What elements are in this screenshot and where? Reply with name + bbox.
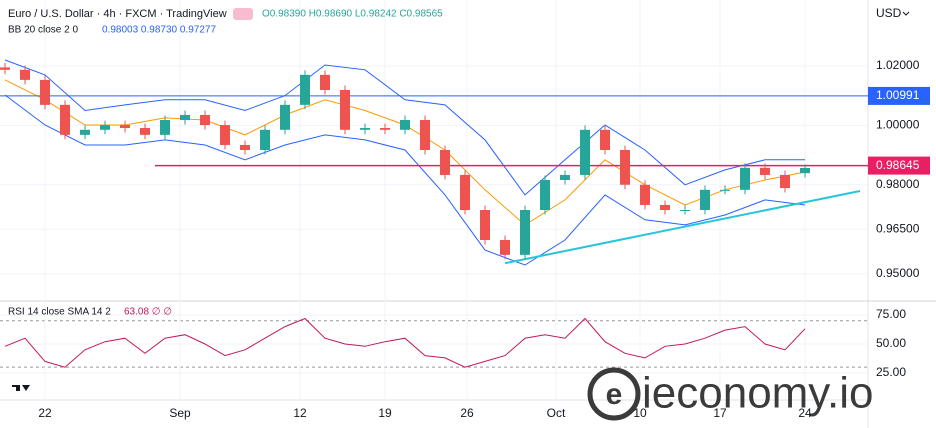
candle-body bbox=[680, 210, 690, 211]
y-tick-label: 0.96500 bbox=[876, 221, 920, 235]
indicator-name: BB 20 close 2 0 bbox=[8, 25, 78, 36]
candle-body bbox=[40, 79, 50, 105]
candle-body bbox=[320, 74, 330, 90]
candle-body bbox=[260, 129, 270, 150]
candle-body bbox=[180, 114, 190, 120]
currency-chevron bbox=[902, 11, 910, 16]
candle-body bbox=[0, 67, 10, 70]
y-tick-label: 50.00 bbox=[876, 336, 906, 350]
y-tick-label: 25.00 bbox=[876, 365, 906, 379]
indicator-values: 0.98003 0.98730 0.97277 bbox=[102, 25, 216, 36]
candle-body bbox=[340, 90, 350, 130]
candle-body bbox=[800, 167, 810, 174]
candle-body bbox=[500, 240, 510, 255]
candle-body bbox=[300, 74, 310, 105]
candle-body bbox=[580, 129, 590, 175]
rsi-title: RSI 14 close SMA 14 2 bbox=[8, 307, 111, 318]
watermark: ieconomy.io bbox=[642, 369, 874, 418]
x-tick-label: 17 bbox=[713, 406, 727, 420]
candle-body bbox=[160, 120, 170, 135]
ohlc-legend: O0.98390 H0.98690 L0.98242 C0.98565 bbox=[262, 9, 443, 20]
x-tick-label: 26 bbox=[460, 406, 474, 420]
bollinger-line bbox=[4, 94, 806, 266]
watermark-logo-letter: e bbox=[606, 378, 623, 411]
candle-body bbox=[600, 129, 610, 150]
y-tick-label: 1.00000 bbox=[876, 118, 920, 132]
x-tick-label: 24 bbox=[798, 406, 812, 420]
y-tick-label: 0.95000 bbox=[876, 266, 920, 280]
plot-area bbox=[0, 0, 868, 400]
candle-body bbox=[780, 174, 790, 189]
candle-body bbox=[640, 184, 650, 205]
currency[interactable]: USD bbox=[876, 6, 902, 20]
watermark-group: e ieconomy.io bbox=[587, 367, 874, 421]
x-tick-label: Oct bbox=[547, 406, 566, 420]
rsi-line bbox=[4, 317, 806, 368]
x-tick-label: 19 bbox=[378, 406, 392, 420]
candle-body bbox=[400, 120, 410, 130]
x-tick-label: 22 bbox=[38, 406, 52, 420]
y-tick-label: 0.98000 bbox=[876, 177, 920, 191]
candle-body bbox=[740, 167, 750, 190]
rsi-value: 63.08 ∅ ∅ bbox=[124, 307, 172, 318]
candle-body bbox=[140, 128, 150, 135]
chart-title: Euro / U.S. Dollar · 4h · FXCM · Trading… bbox=[8, 8, 227, 20]
flag-icon bbox=[233, 8, 253, 20]
candle-body bbox=[620, 150, 630, 185]
x-tick-label: 12 bbox=[293, 406, 307, 420]
watermark-logo bbox=[587, 367, 641, 421]
candle-body bbox=[220, 125, 230, 145]
candle-body bbox=[440, 150, 450, 175]
candle-body bbox=[760, 167, 770, 175]
trendline bbox=[504, 190, 861, 265]
candle-body bbox=[60, 104, 70, 135]
candle-body bbox=[360, 128, 370, 130]
y-tick-label: 1.02000 bbox=[876, 58, 920, 72]
tv-logo bbox=[12, 385, 30, 391]
candle-body bbox=[480, 210, 490, 240]
candle-body bbox=[460, 174, 470, 210]
candle-body bbox=[540, 180, 550, 210]
level-label: 1.00991 bbox=[876, 88, 920, 102]
level-label: 0.98645 bbox=[876, 158, 920, 172]
candle-body bbox=[100, 125, 110, 130]
level-label-box bbox=[868, 156, 930, 175]
candle-body bbox=[80, 129, 90, 135]
candle-body bbox=[20, 69, 30, 80]
candle-body bbox=[720, 189, 730, 191]
candle-body bbox=[420, 120, 430, 150]
candle-body bbox=[380, 128, 390, 130]
level-label-box bbox=[868, 86, 930, 105]
candle-body bbox=[120, 125, 130, 129]
y-tick-label: 75.00 bbox=[876, 307, 906, 321]
candle-body bbox=[560, 174, 570, 180]
x-tick-label: Sep bbox=[169, 406, 191, 420]
x-tick-label: 10 bbox=[633, 406, 647, 420]
bollinger-line bbox=[4, 59, 805, 196]
candle-body bbox=[280, 104, 290, 130]
bollinger-line bbox=[4, 79, 806, 226]
candle-body bbox=[240, 144, 250, 150]
candle-body bbox=[200, 114, 210, 126]
candle-body bbox=[660, 204, 670, 210]
candle-body bbox=[700, 189, 710, 210]
candle-body bbox=[520, 210, 530, 255]
